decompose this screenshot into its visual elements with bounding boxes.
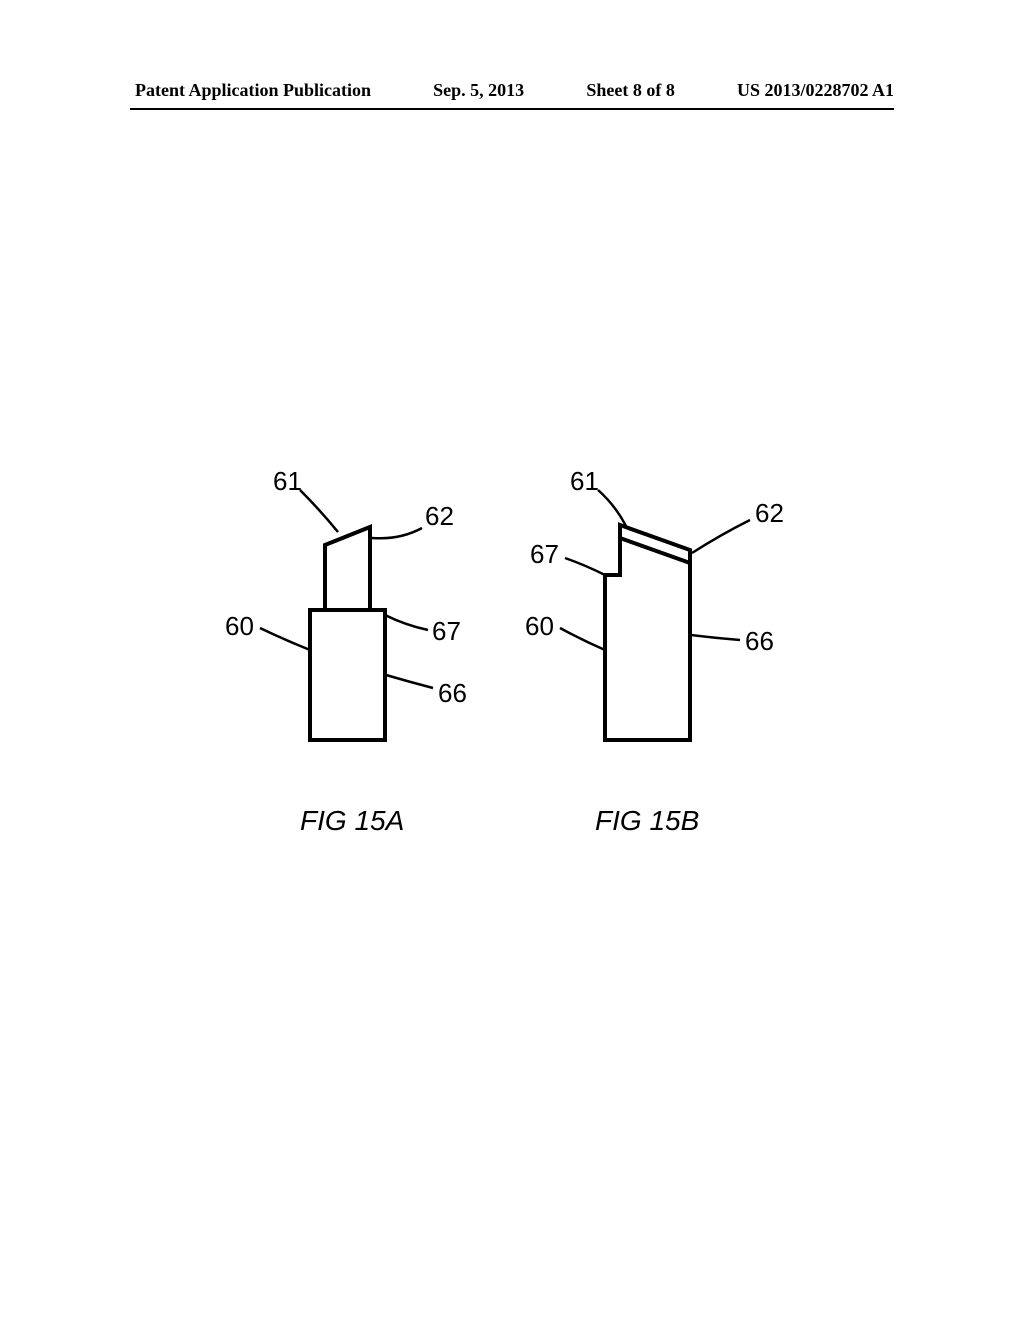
fig-a-outline [310, 527, 385, 740]
ref-b-60: 60 [525, 611, 554, 641]
page-header: Patent Application Publication Sep. 5, 2… [0, 80, 1024, 101]
leader-b-61 [598, 490, 626, 526]
publication-type: Patent Application Publication [135, 80, 371, 101]
leader-b-62 [692, 520, 750, 553]
ref-b-67: 67 [530, 539, 559, 569]
ref-a-61: 61 [273, 466, 302, 496]
ref-b-66: 66 [745, 626, 774, 656]
leader-b-66 [691, 635, 740, 640]
caption-b: FIG 15B [595, 805, 699, 836]
ref-a-62: 62 [425, 501, 454, 531]
leader-a-60 [260, 628, 310, 650]
figure-15a: 61 62 60 67 66 FIG 15A [225, 466, 467, 836]
fig-b-top-inner [620, 538, 690, 563]
ref-a-67: 67 [432, 616, 461, 646]
ref-b-62: 62 [755, 498, 784, 528]
header-divider [130, 108, 894, 110]
caption-a: FIG 15A [300, 805, 404, 836]
leader-b-67 [565, 558, 605, 575]
leader-a-61 [300, 490, 338, 532]
leader-a-66 [386, 675, 433, 688]
publication-date: Sep. 5, 2013 [433, 80, 524, 101]
leader-a-62 [372, 528, 422, 538]
ref-a-66: 66 [438, 678, 467, 708]
publication-number: US 2013/0228702 A1 [737, 80, 894, 101]
leader-b-60 [560, 628, 605, 650]
ref-a-60: 60 [225, 611, 254, 641]
figure-15b: 61 62 67 60 66 FIG 15B [525, 466, 784, 836]
leader-a-67 [385, 615, 428, 630]
figure-area: 61 62 60 67 66 FIG 15A 61 6 [0, 450, 1024, 900]
patent-diagram: 61 62 60 67 66 FIG 15A 61 6 [0, 450, 1024, 900]
sheet-number: Sheet 8 of 8 [586, 80, 675, 101]
ref-b-61: 61 [570, 466, 599, 496]
